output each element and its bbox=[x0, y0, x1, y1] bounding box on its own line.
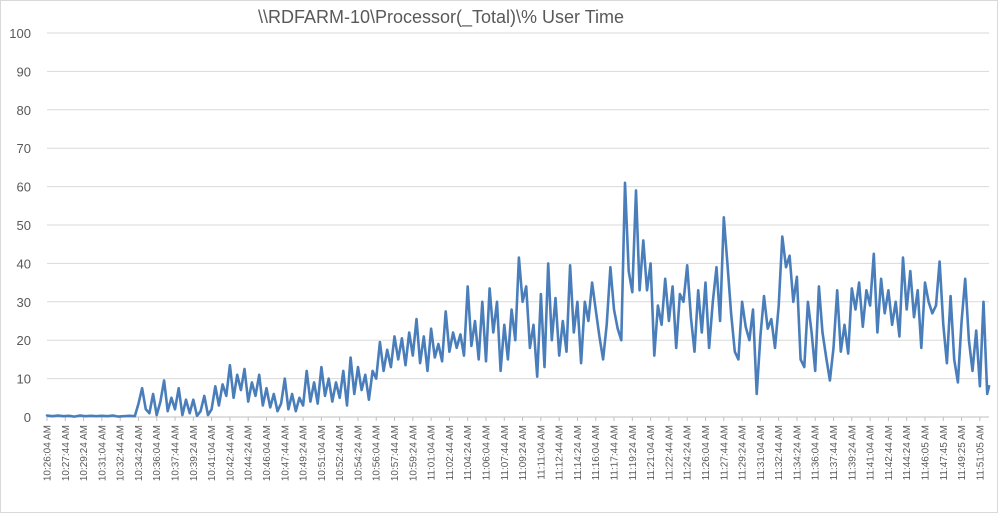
x-tick-label: 11:47:45 AM bbox=[939, 425, 950, 480]
x-tick-label: 10:31:04 AM bbox=[97, 425, 108, 481]
x-tick-label: 11:14:24 AM bbox=[573, 425, 584, 480]
y-tick-label: 70 bbox=[17, 141, 31, 156]
x-tick-label: 10:51:04 AM bbox=[317, 425, 328, 481]
x-tick-label: 11:24:24 AM bbox=[683, 425, 694, 480]
x-tick-label: 11:06:04 AM bbox=[481, 425, 492, 480]
x-tick-label: 11:44:24 AM bbox=[902, 425, 913, 480]
x-tick-label: 11:27:44 AM bbox=[719, 425, 730, 480]
x-tick-label: 11:12:44 AM bbox=[555, 425, 566, 480]
y-tick-label: 60 bbox=[17, 180, 31, 195]
chart-title: \\RDFARM-10\Processor(_Total)\% User Tim… bbox=[258, 7, 624, 28]
series-line bbox=[45, 181, 991, 418]
gridlines bbox=[47, 32, 989, 380]
series-layer bbox=[45, 181, 991, 418]
x-tick-label: 11:17:44 AM bbox=[610, 425, 621, 480]
x-tick-label: 10:52:44 AM bbox=[335, 425, 346, 481]
x-tick-label: 11:32:44 AM bbox=[774, 425, 785, 480]
x-tick-label: 10:47:44 AM bbox=[280, 425, 291, 481]
x-tick-label: 11:41:04 AM bbox=[866, 425, 877, 480]
x-tick-label: 10:26:04 AM bbox=[43, 425, 54, 481]
x-tick-label: 11:29:24 AM bbox=[738, 425, 749, 480]
x-tick-label: 10:41:04 AM bbox=[207, 425, 218, 481]
x-tick-label: 11:51:05 AM bbox=[975, 425, 986, 480]
x-tick-label: 11:37:44 AM bbox=[829, 425, 840, 480]
y-tick-label: 20 bbox=[17, 333, 31, 348]
x-tick-label: 10:36:04 AM bbox=[152, 425, 163, 481]
x-tick-label: 11:02:44 AM bbox=[445, 425, 456, 480]
x-tick-label: 11:21:04 AM bbox=[646, 425, 657, 480]
x-tick-label: 10:56:04 AM bbox=[372, 425, 383, 481]
x-tick-label: 11:11:04 AM bbox=[536, 425, 547, 480]
x-tick-label: 11:39:24 AM bbox=[847, 425, 858, 480]
x-tick-label: 10:42:44 AM bbox=[225, 425, 236, 481]
y-tick-label: 50 bbox=[17, 218, 31, 233]
y-tick-label: 80 bbox=[17, 103, 31, 118]
x-tick-label: 10:32:44 AM bbox=[116, 425, 127, 481]
x-tick-label: 10:57:44 AM bbox=[390, 425, 401, 481]
x-tick-label: 11:31:04 AM bbox=[756, 425, 767, 480]
x-tick-label: 11:46:05 AM bbox=[920, 425, 931, 480]
x-tick-label: 10:44:24 AM bbox=[244, 425, 255, 481]
x-tick-label: 11:09:24 AM bbox=[518, 425, 529, 480]
x-tick-label: 10:59:24 AM bbox=[408, 425, 419, 481]
x-tick-label: 10:39:24 AM bbox=[189, 425, 200, 481]
x-tick-label: 11:16:04 AM bbox=[591, 425, 602, 480]
y-axis-ticks: 0 10 20 30 40 50 60 70 80 90 100 bbox=[9, 26, 31, 425]
y-tick-label: 10 bbox=[17, 372, 31, 387]
x-tick-label: 11:07:44 AM bbox=[500, 425, 511, 480]
x-tick-label: 11:34:24 AM bbox=[792, 425, 803, 480]
x-tick-label: 11:01:04 AM bbox=[427, 425, 438, 480]
x-tick-label: 11:22:44 AM bbox=[664, 425, 675, 480]
x-tick-label: 10:49:24 AM bbox=[299, 425, 310, 481]
y-tick-label: 100 bbox=[9, 26, 31, 41]
x-tick-label: 10:34:24 AM bbox=[134, 425, 145, 481]
x-tick-label: 11:19:24 AM bbox=[628, 425, 639, 480]
x-tick-label: 11:36:04 AM bbox=[811, 425, 822, 480]
y-tick-label: 90 bbox=[17, 64, 31, 79]
x-axis-ticks: 10:26:04 AM 10:27:44 AM 10:29:24 AM 10:31:0… bbox=[43, 417, 986, 481]
x-tick-label: 11:49:25 AM bbox=[957, 425, 968, 480]
x-tick-label: 10:37:44 AM bbox=[171, 425, 182, 481]
y-tick-label: 30 bbox=[17, 295, 31, 310]
x-tick-label: 10:54:24 AM bbox=[353, 425, 364, 481]
y-tick-label: 0 bbox=[24, 410, 31, 425]
x-tick-label: 11:42:44 AM bbox=[884, 425, 895, 480]
x-tick-label: 10:27:44 AM bbox=[61, 425, 72, 481]
y-tick-label: 40 bbox=[17, 256, 31, 271]
x-tick-label: 10:46:04 AM bbox=[262, 425, 273, 481]
x-tick-label: 11:26:04 AM bbox=[701, 425, 712, 480]
x-tick-label: 10:29:24 AM bbox=[79, 425, 90, 481]
x-tick-label: 11:04:24 AM bbox=[463, 425, 474, 480]
